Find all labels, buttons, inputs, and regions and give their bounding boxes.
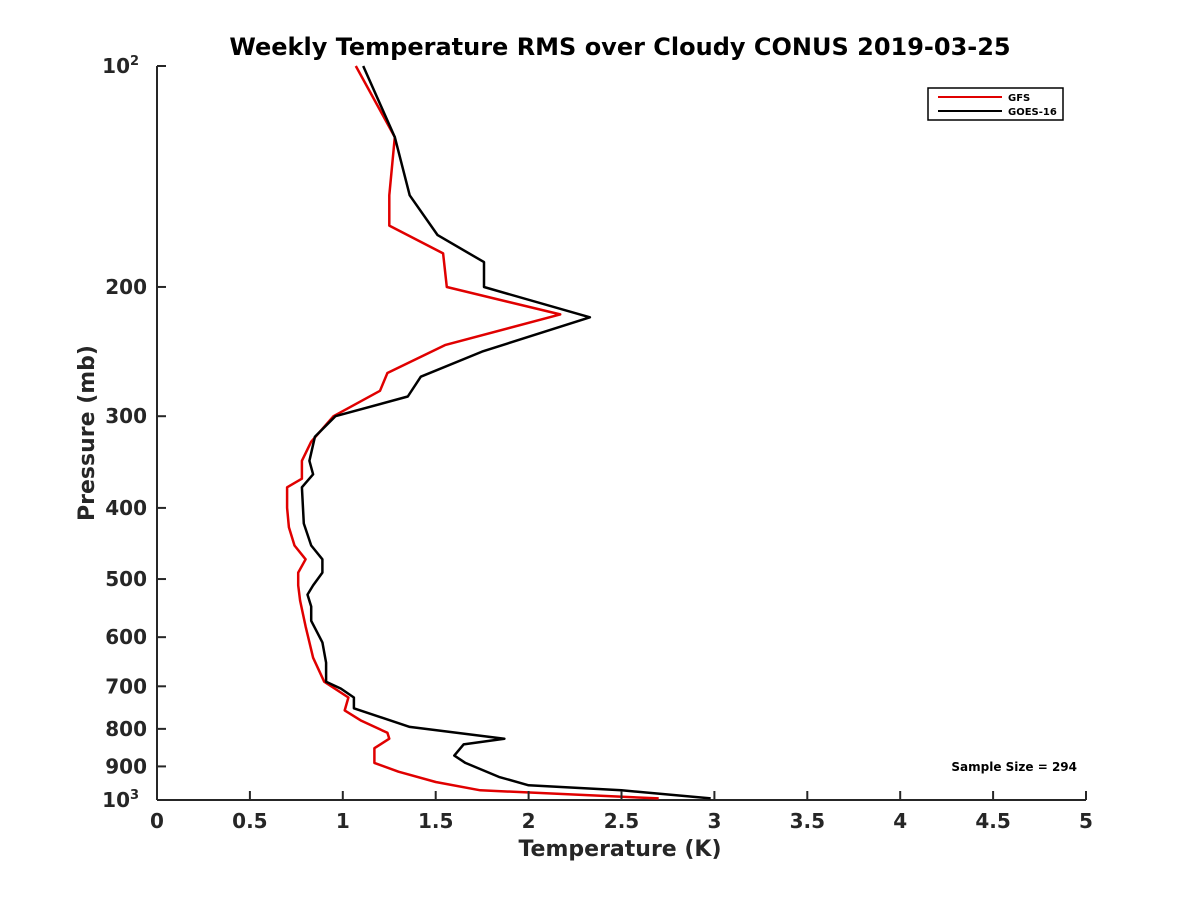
x-tick-label: 1: [336, 809, 350, 833]
plot-area: 0 0.5 1 1.5 2 2.5 3 3.5 4 4.5 5 10 2200300400500600…: [102, 54, 1093, 833]
y-tick-label: 700: [105, 674, 147, 698]
x-tick-label: 3: [707, 809, 721, 833]
x-tick-label: 0: [150, 809, 164, 833]
legend-label-gfs: GFS: [1008, 93, 1030, 104]
y-tick-label: 600: [105, 625, 147, 649]
y-tick-label: 500: [105, 567, 147, 591]
x-tick-label: 0.5: [232, 809, 267, 833]
series-group: [285, 65, 711, 800]
chart-title: Weekly Temperature RMS over Cloudy CONUS…: [229, 33, 1010, 61]
x-tick-label: 5: [1079, 809, 1093, 833]
y-tick-label: 10: [102, 788, 130, 812]
series-line-goes16: [300, 65, 711, 800]
y-tick-label: 10: [102, 54, 130, 78]
y-tick-exponent: 2: [130, 54, 139, 69]
sample-size-annotation: Sample Size = 294: [951, 760, 1077, 774]
y-tick-label: 900: [105, 754, 147, 778]
legend: GFS GOES-16: [927, 87, 1064, 121]
series-line-gfs: [285, 65, 659, 800]
x-ticks: 0 0.5 1 1.5 2 2.5 3 3.5 4 4.5 5: [150, 791, 1093, 833]
x-tick-label: 2: [522, 809, 536, 833]
y-tick-label: 200: [105, 275, 147, 299]
y-axis-label: Pressure (mb): [75, 345, 100, 521]
legend-box: [927, 87, 1064, 121]
x-tick-label: 1.5: [418, 809, 453, 833]
x-tick-label: 3.5: [790, 809, 825, 833]
y-tick-label: 300: [105, 404, 147, 428]
x-tick-label: 4: [893, 809, 907, 833]
y-tick-label: 800: [105, 717, 147, 741]
legend-label-goes16: GOES-16: [1008, 107, 1057, 118]
y-tick-label: 400: [105, 496, 147, 520]
y-tick-exponent: 3: [130, 788, 139, 803]
x-tick-label: 2.5: [604, 809, 639, 833]
x-axis-label: Temperature (K): [518, 837, 721, 862]
x-tick-label: 4.5: [975, 809, 1010, 833]
